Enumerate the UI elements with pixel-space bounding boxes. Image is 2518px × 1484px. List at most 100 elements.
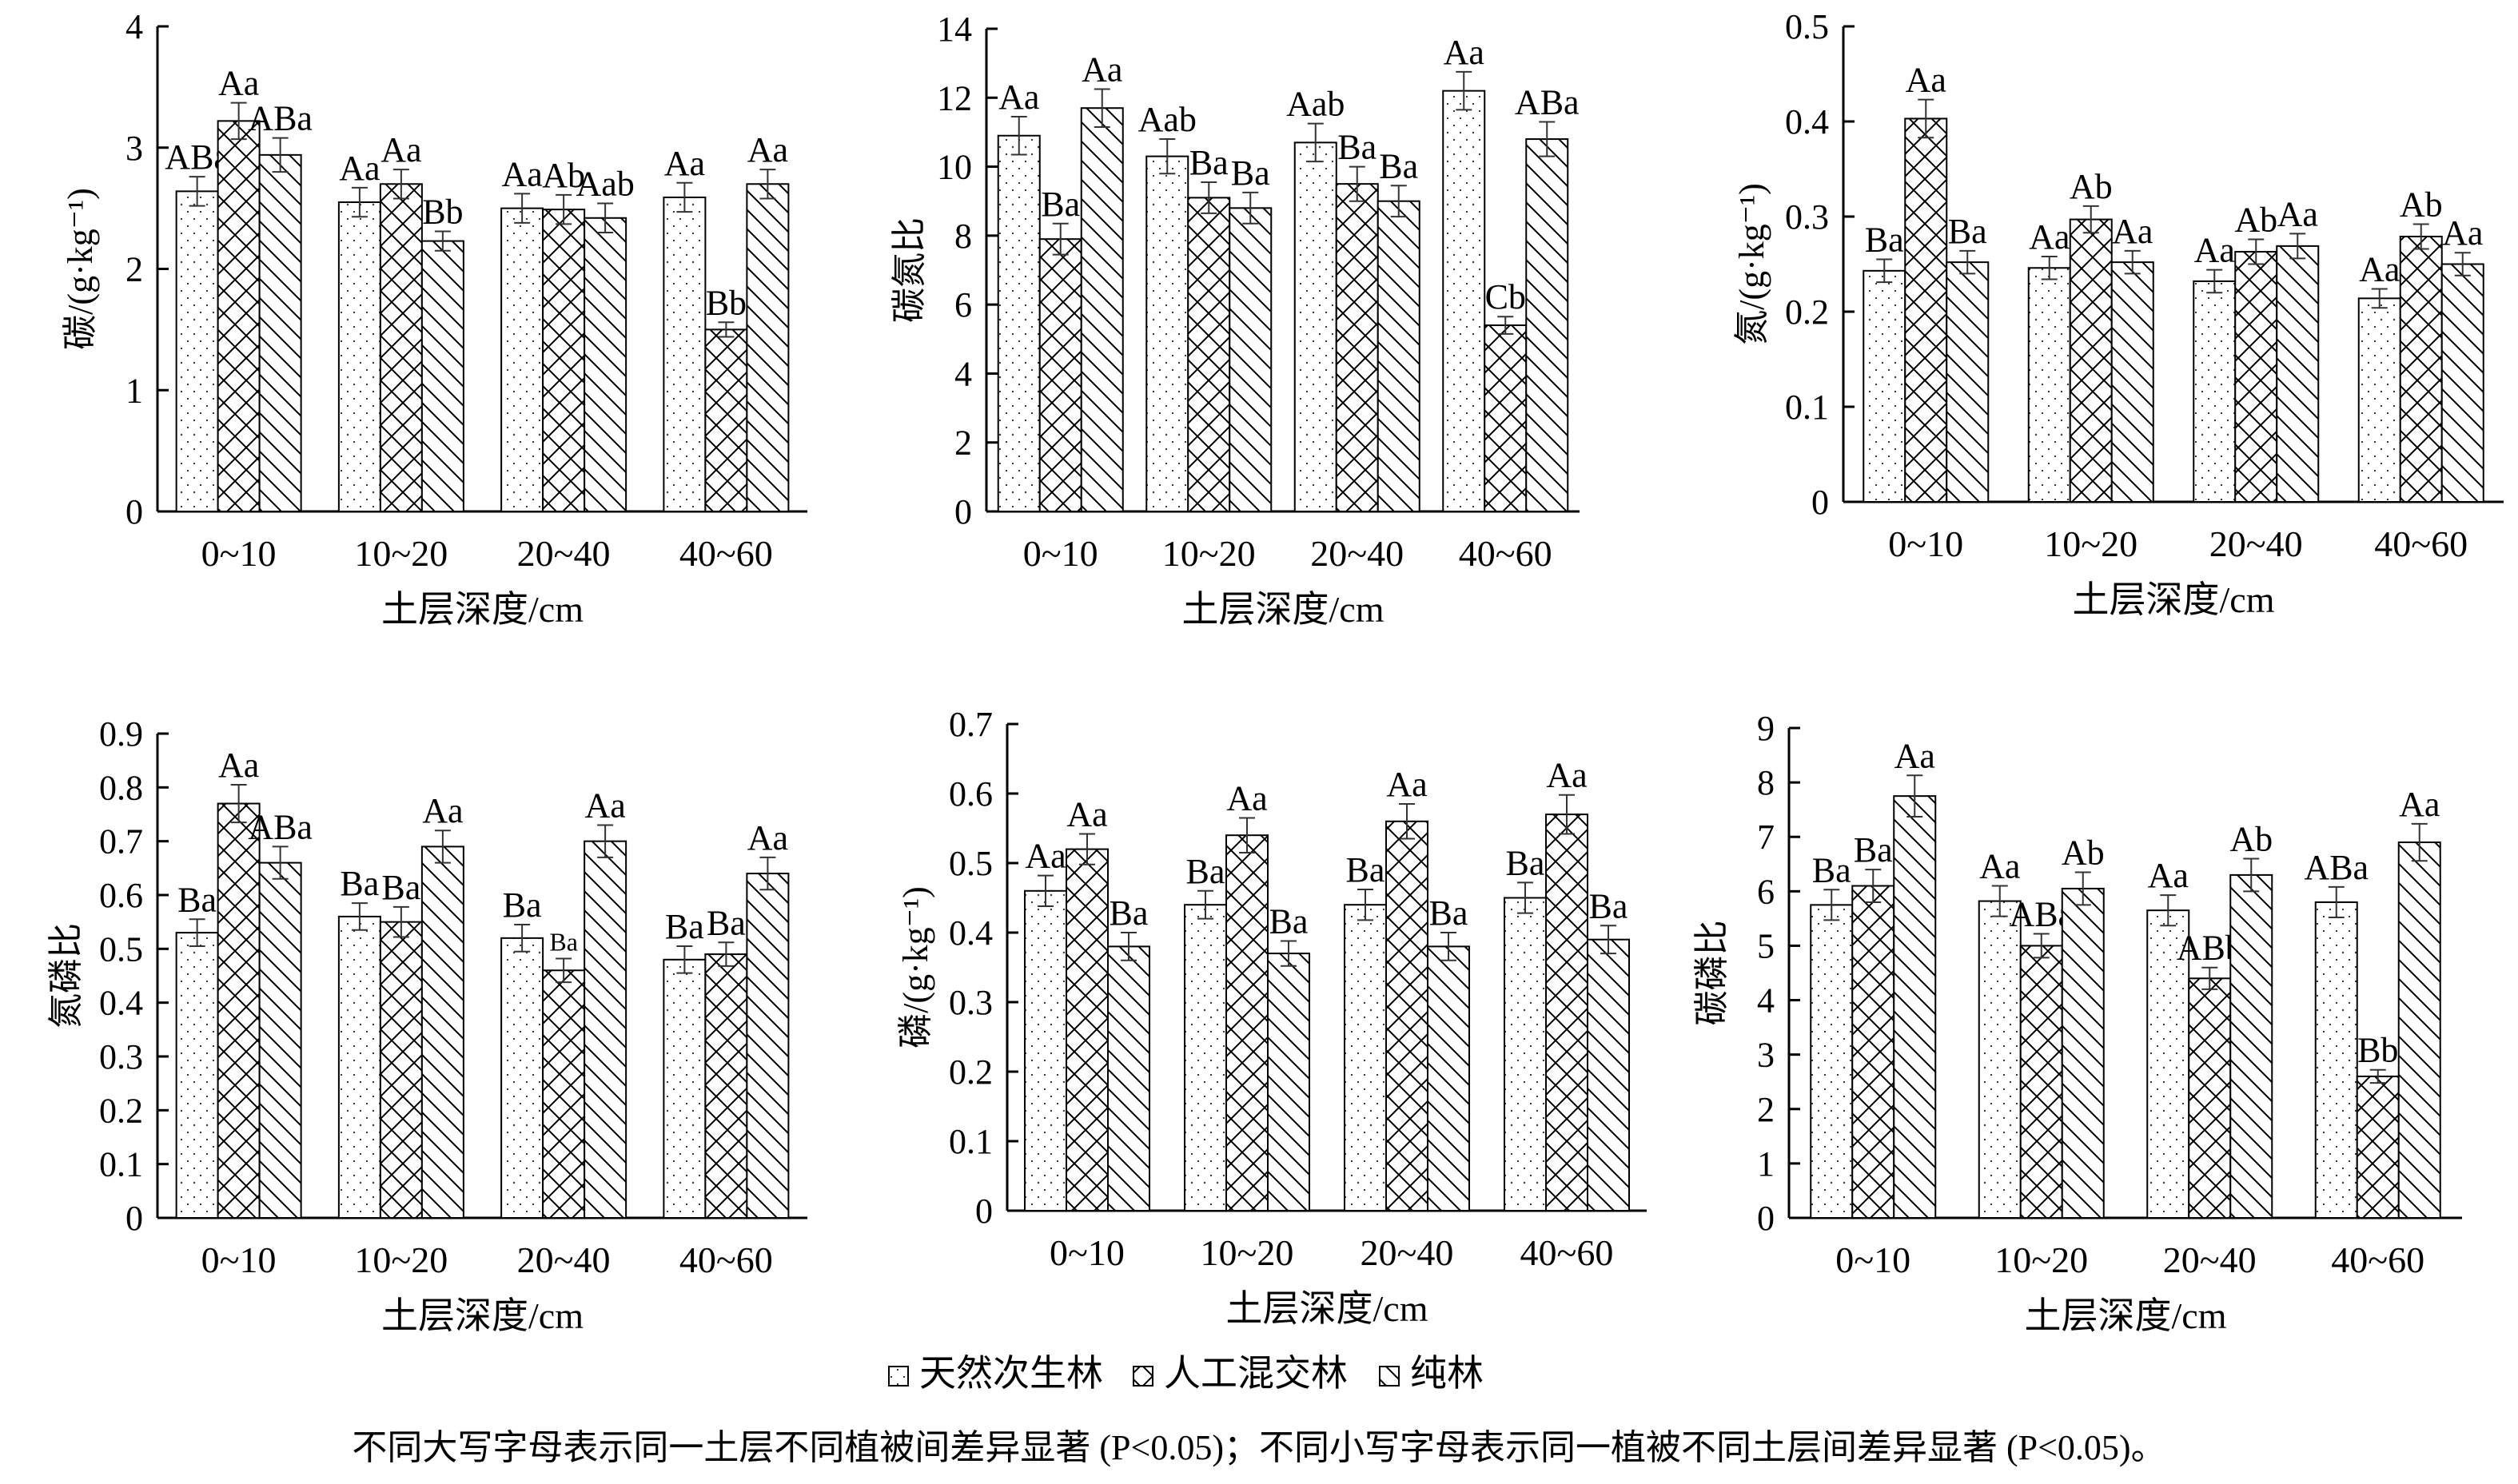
legend: 天然次生林 人工混交林 纯林: [888, 1353, 1484, 1394]
significance-label: Ba: [381, 868, 420, 907]
y-tick-label: 2: [954, 424, 972, 463]
bar-natural: [1184, 904, 1227, 1211]
chart-panel-3: 00.10.20.30.40.5氮/(g·kg⁻¹) BaAaBa0~10AaAb…: [1732, 7, 2504, 620]
y-tick-label: 0.2: [949, 1052, 993, 1092]
bar-natural: [1978, 900, 2022, 1219]
bar-mixed: [1187, 197, 1231, 512]
significance-label: Aa: [1979, 847, 2020, 886]
bar-natural: [175, 932, 219, 1219]
significance-label: Ba: [1812, 850, 1851, 889]
significance-label: Aa: [1444, 33, 1484, 72]
x-tick-label: 0~10: [201, 1239, 277, 1280]
significance-label: Aa: [1066, 794, 1107, 834]
significance-label: Cb: [1485, 277, 1526, 316]
bar-mixed: [379, 183, 423, 512]
significance-label: Aa: [2148, 856, 2189, 895]
x-tick-label: 0~10: [201, 533, 277, 574]
significance-label: Ab: [2234, 201, 2277, 240]
significance-label: Aa: [2359, 249, 2400, 288]
chart-panel-6: 0123456789碳磷比BaBaAa0~10AaABaAb10~20AaABb…: [1692, 709, 2462, 1336]
bar-mixed: [1484, 324, 1528, 512]
bar-pure: [1229, 207, 1273, 512]
y-tick-label: 0.6: [99, 876, 143, 915]
bar-pure: [584, 217, 628, 512]
significance-label: Aa: [2029, 217, 2070, 257]
y-tick-label: 9: [1757, 709, 1775, 748]
bar-natural: [2314, 901, 2358, 1219]
significance-label: Aa: [2277, 194, 2318, 233]
significance-label: Ba: [1231, 153, 1270, 193]
significance-label: Ba: [1186, 852, 1225, 891]
bar-pure: [1946, 261, 1990, 503]
significance-label: Ab: [2062, 833, 2105, 872]
significance-label: ABa: [1515, 82, 1580, 121]
y-tick-label: 0.7: [99, 822, 143, 861]
legend-label-natural: 天然次生林: [919, 1353, 1103, 1394]
significance-label: Aa: [2442, 213, 2483, 253]
bar-mixed: [542, 209, 586, 512]
y-tick-label: 0.3: [949, 983, 993, 1022]
y-tick-label: 0.2: [1785, 292, 1829, 332]
y-tick-label: 0.2: [99, 1091, 143, 1130]
bar-pure: [1107, 945, 1150, 1212]
bar-pure: [746, 873, 790, 1219]
figure-caption: 不同大写字母表示同一土层不同植被间差异显著 (P<0.05)；不同小写字母表示同…: [352, 1428, 2165, 1467]
x-tick-label: 20~40: [517, 1239, 611, 1280]
x-tick-label: 40~60: [1520, 1232, 1614, 1273]
significance-label: ABa: [248, 807, 313, 846]
y-axis-label: 氮/(g·kg⁻¹): [1732, 183, 1771, 345]
legend-label-pure: 纯林: [1410, 1353, 1484, 1394]
bar-natural: [663, 958, 707, 1219]
x-tick-label: 0~10: [1050, 1232, 1125, 1273]
bar-pure: [2061, 887, 2105, 1219]
bar-pure: [420, 240, 464, 512]
bar-mixed: [379, 921, 423, 1219]
significance-label: Ba: [549, 927, 578, 956]
y-tick-label: 0: [954, 492, 972, 531]
significance-label: Bb: [706, 283, 747, 322]
chart-panel-4: 00.10.20.30.40.50.60.70.80.9氮磷比BaAaABa0~…: [46, 714, 807, 1336]
significance-label: Aa: [1386, 765, 1427, 804]
y-tick-label: 12: [937, 78, 972, 117]
significance-label: Ba: [177, 880, 217, 919]
x-axis-label: 土层深度/cm: [381, 1295, 584, 1336]
y-tick-label: 0.1: [1785, 388, 1829, 427]
x-axis-label: 土层深度/cm: [2025, 1295, 2227, 1336]
significance-label: Aa: [1082, 50, 1122, 90]
significance-label: ABa: [248, 99, 313, 138]
x-tick-label: 20~40: [1310, 533, 1404, 574]
bar-mixed: [1545, 814, 1588, 1211]
bar-mixed: [2069, 218, 2113, 503]
x-axis-label: 土层深度/cm: [2073, 579, 2275, 620]
significance-label: Ba: [1346, 850, 1385, 889]
bar-natural: [175, 190, 219, 512]
bar-mixed: [2356, 1075, 2400, 1219]
bar-natural: [1442, 90, 1486, 512]
bar-pure: [1267, 953, 1310, 1211]
y-tick-label: 0.5: [1785, 7, 1829, 46]
y-tick-label: 4: [954, 354, 972, 393]
y-axis-label: 磷/(g·kg⁻¹): [896, 886, 935, 1048]
y-tick-label: 0.6: [949, 774, 993, 814]
y-tick-label: 0.5: [949, 844, 993, 883]
bar-natural: [500, 207, 544, 512]
x-tick-label: 40~60: [679, 533, 773, 574]
bar-mixed: [2399, 235, 2443, 503]
bar-pure: [2229, 873, 2273, 1219]
significance-label: Aa: [501, 154, 542, 193]
significance-label: Ab: [2400, 185, 2443, 225]
y-tick-label: 0: [1811, 483, 1829, 522]
y-axis-label: 氮磷比: [46, 923, 86, 1028]
bar-pure: [1427, 945, 1470, 1212]
significance-label: Ba: [665, 907, 704, 946]
significance-label: Ab: [2229, 819, 2273, 858]
y-tick-label: 6: [1757, 872, 1775, 911]
bar-mixed: [2019, 945, 2063, 1219]
x-axis-label: 土层深度/cm: [1182, 589, 1385, 630]
bar-mixed: [1038, 238, 1082, 512]
significance-label: Aa: [2399, 785, 2440, 824]
bar-pure: [584, 840, 628, 1219]
legend-swatch-pure: [1379, 1366, 1400, 1387]
significance-label: Ab: [542, 156, 585, 195]
